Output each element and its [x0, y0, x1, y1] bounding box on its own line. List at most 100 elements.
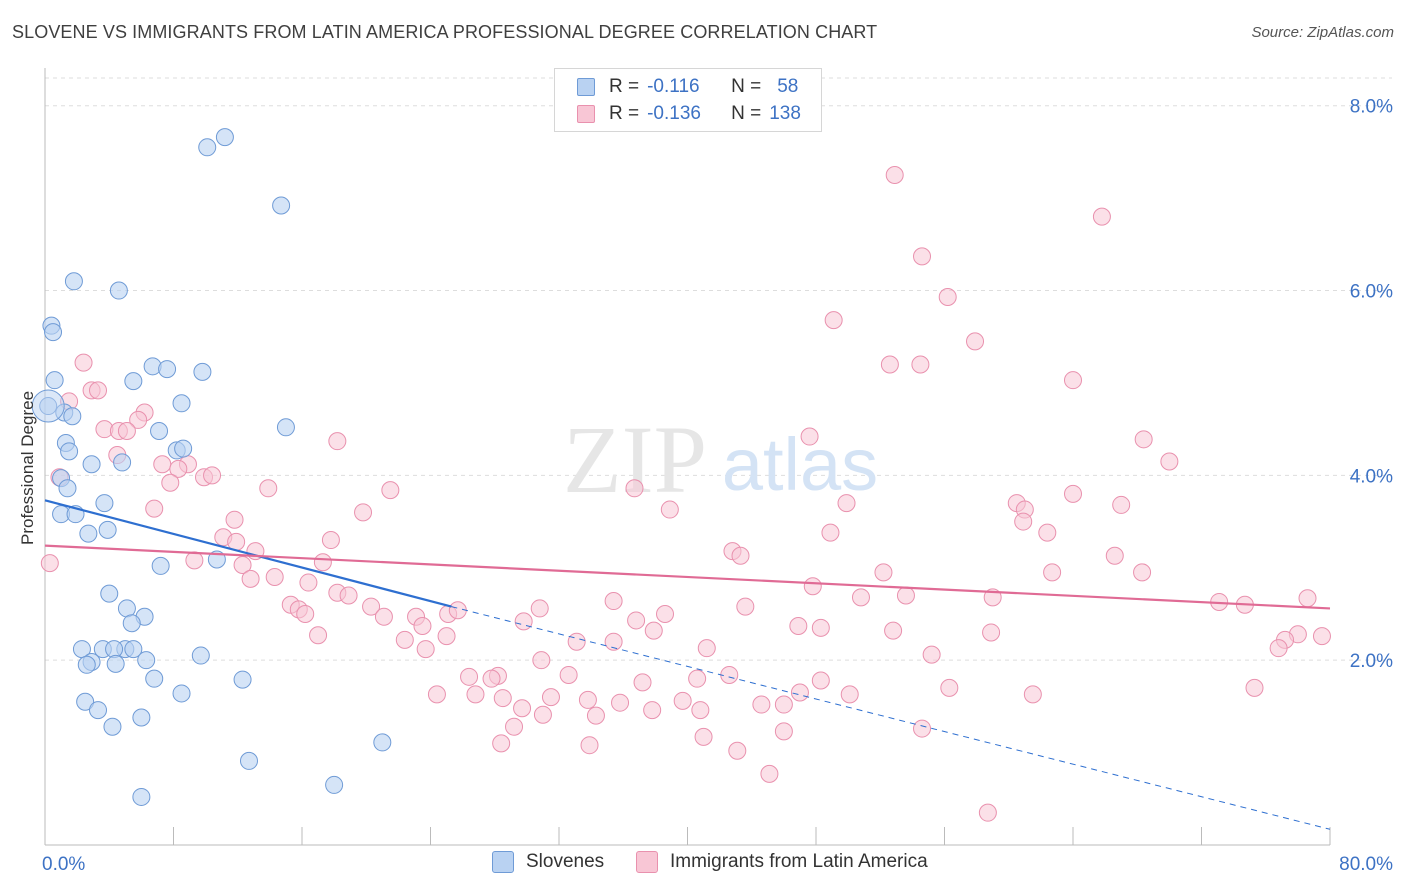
- data-point-slovenes: [98, 520, 117, 539]
- data-point-immigrants: [728, 741, 747, 760]
- data-point-slovenes: [215, 128, 234, 147]
- data-point-immigrants: [824, 311, 843, 330]
- data-point-slovenes: [77, 655, 96, 674]
- series-legend: Slovenes Immigrants from Latin America: [0, 851, 1406, 877]
- data-point-immigrants: [40, 554, 59, 573]
- data-point-immigrants: [736, 597, 755, 616]
- data-point-slovenes: [113, 453, 132, 472]
- data-point-immigrants: [321, 531, 340, 550]
- data-point-immigrants: [493, 689, 512, 708]
- data-point-immigrants: [185, 551, 204, 570]
- data-point-slovenes: [60, 442, 79, 461]
- data-point-immigrants: [604, 632, 623, 651]
- data-point-immigrants: [161, 473, 180, 492]
- data-point-immigrants: [74, 353, 93, 372]
- data-point-slovenes: [276, 418, 295, 437]
- data-point-slovenes-large: [31, 389, 65, 423]
- data-point-immigrants: [720, 665, 739, 684]
- data-point-immigrants: [731, 546, 750, 565]
- data-point-slovenes: [191, 646, 210, 665]
- data-point-slovenes: [325, 775, 344, 794]
- data-point-immigrants: [395, 630, 414, 649]
- data-point-immigrants: [313, 553, 332, 572]
- data-point-slovenes: [63, 407, 82, 426]
- chart-title: SLOVENE VS IMMIGRANTS FROM LATIN AMERICA…: [12, 22, 878, 42]
- data-point-immigrants: [840, 685, 859, 704]
- x-tick-label-min: 0.0%: [42, 854, 85, 875]
- data-point-immigrants: [752, 695, 771, 714]
- data-point-slovenes: [132, 708, 151, 727]
- data-point-immigrants: [427, 685, 446, 704]
- data-point-immigrants: [874, 563, 893, 582]
- data-point-immigrants: [673, 691, 692, 710]
- data-point-immigrants: [203, 466, 222, 485]
- data-point-immigrants: [1133, 563, 1152, 582]
- data-point-immigrants: [448, 601, 467, 620]
- data-point-immigrants: [241, 569, 260, 588]
- data-point-immigrants: [911, 355, 930, 374]
- data-point-slovenes: [172, 684, 191, 703]
- source-label: Source: ZipAtlas.com: [1251, 24, 1394, 41]
- data-point-immigrants: [1298, 589, 1317, 608]
- legend-r-label: R =: [609, 76, 640, 97]
- data-point-slovenes: [76, 692, 95, 711]
- data-point-immigrants: [416, 640, 435, 659]
- data-point-immigrants: [530, 599, 549, 618]
- data-point-immigrants: [225, 510, 244, 529]
- data-point-immigrants: [374, 607, 393, 626]
- data-point-immigrants: [913, 719, 932, 738]
- data-point-slovenes: [124, 640, 143, 659]
- data-point-slovenes: [272, 196, 291, 215]
- data-point-immigrants: [482, 669, 501, 688]
- data-point-immigrants: [460, 667, 479, 686]
- data-point-immigrants: [567, 632, 586, 651]
- legend-swatch-blue: [577, 78, 595, 96]
- data-point-immigrants: [514, 612, 533, 631]
- data-point-immigrants: [611, 693, 630, 712]
- data-point-immigrants: [691, 701, 710, 720]
- data-point-immigrants: [884, 621, 903, 640]
- data-point-immigrants: [627, 611, 646, 630]
- data-point-immigrants: [437, 627, 456, 646]
- data-point-slovenes: [109, 281, 128, 300]
- legend-r-value: -0.116: [647, 76, 700, 97]
- data-point-slovenes: [106, 654, 125, 673]
- data-point-slovenes: [151, 556, 170, 575]
- data-point-slovenes: [100, 584, 119, 603]
- data-point-immigrants: [885, 166, 904, 185]
- points-immigrants: [40, 166, 1331, 822]
- data-point-immigrants: [789, 616, 808, 635]
- legend-r-label: R =: [609, 103, 640, 124]
- data-point-immigrants: [978, 803, 997, 822]
- data-point-immigrants: [880, 355, 899, 374]
- legend-row-slovenes: R = -0.116 N = 58: [577, 74, 798, 100]
- data-point-immigrants: [774, 695, 793, 714]
- data-point-immigrants: [89, 381, 108, 400]
- data-point-immigrants: [1312, 627, 1331, 646]
- data-point-immigrants: [1134, 430, 1153, 449]
- data-point-immigrants: [922, 645, 941, 664]
- data-point-immigrants: [790, 683, 809, 702]
- series-swatch-pink: [636, 851, 658, 873]
- data-point-immigrants: [625, 479, 644, 498]
- data-point-immigrants: [1064, 484, 1082, 503]
- data-point-immigrants: [513, 699, 532, 718]
- data-point-slovenes: [95, 494, 114, 513]
- series-label-slovenes: Slovenes: [526, 851, 605, 872]
- data-point-immigrants: [505, 717, 524, 736]
- axes: [44, 68, 1331, 846]
- data-point-slovenes: [45, 371, 64, 390]
- data-point-slovenes: [122, 614, 141, 633]
- data-point-slovenes: [150, 422, 169, 441]
- data-point-immigrants: [153, 455, 172, 474]
- data-point-slovenes: [79, 524, 98, 543]
- legend-row-immigrants: R = -0.136 N = 138: [577, 101, 801, 127]
- data-point-slovenes: [174, 439, 193, 458]
- data-point-slovenes: [82, 455, 101, 474]
- data-point-immigrants: [837, 494, 856, 513]
- data-point-immigrants: [821, 523, 840, 542]
- points-slovenes: [31, 128, 392, 806]
- legend-n-label: N =: [731, 103, 762, 124]
- data-point-immigrants: [1014, 512, 1033, 531]
